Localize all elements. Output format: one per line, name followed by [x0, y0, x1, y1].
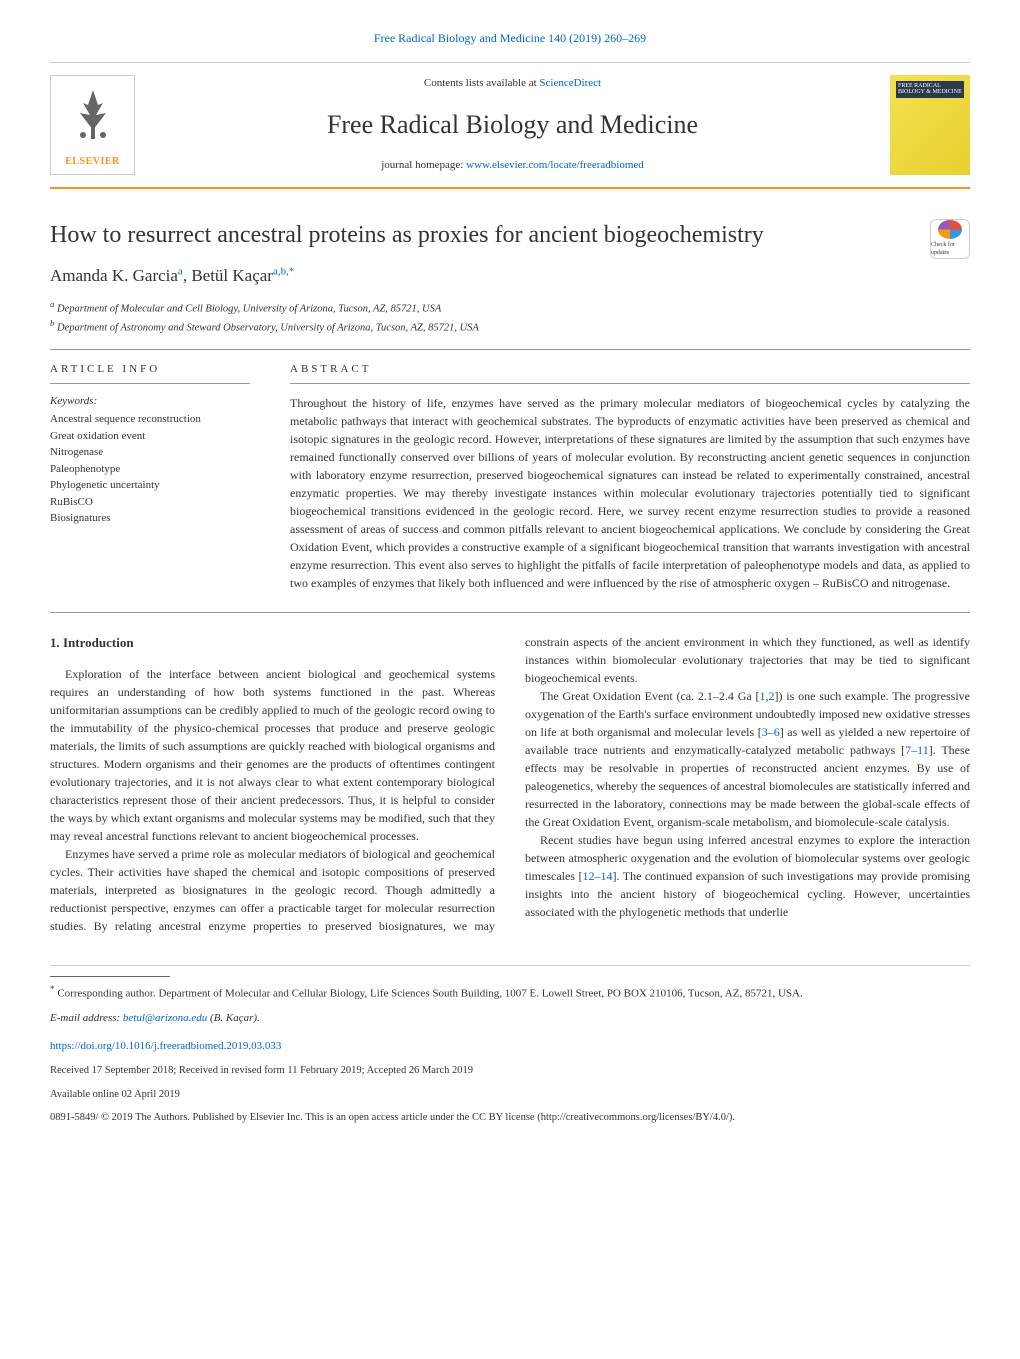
- journal-cover: FREE RADICAL BIOLOGY & MEDICINE: [890, 75, 970, 175]
- info-abstract-row: ARTICLE INFO Keywords: Ancestral sequenc…: [50, 362, 970, 592]
- ref-link[interactable]: 1: [760, 689, 766, 703]
- header-center: Contents lists available at ScienceDirec…: [135, 76, 890, 173]
- intro-heading: 1. Introduction: [50, 633, 495, 653]
- abstract-section: ABSTRACT Throughout the history of life,…: [290, 362, 970, 592]
- article-info-label: ARTICLE INFO: [50, 362, 250, 384]
- corresponding-star[interactable]: *: [289, 266, 295, 278]
- email-line: E-mail address: betul@arizona.edu (B. Ka…: [50, 1010, 970, 1027]
- journal-header: ELSEVIER Contents lists available at Sci…: [50, 62, 970, 189]
- abstract-label: ABSTRACT: [290, 362, 970, 384]
- elsevier-label: ELSEVIER: [65, 155, 120, 169]
- main-content: 1. Introduction Exploration of the inter…: [50, 633, 970, 935]
- cover-label: FREE RADICAL BIOLOGY & MEDICINE: [896, 81, 964, 98]
- keyword: Ancestral sequence reconstruction: [50, 411, 250, 428]
- affiliations: a Department of Molecular and Cell Biolo…: [50, 298, 970, 337]
- keyword: Phylogenetic uncertainty: [50, 477, 250, 494]
- homepage-link[interactable]: www.elsevier.com/locate/freeradbiomed: [466, 159, 644, 171]
- elsevier-logo: ELSEVIER: [50, 75, 135, 175]
- keywords-label: Keywords:: [50, 394, 250, 409]
- crossmark-icon: [938, 220, 962, 239]
- title-row: How to resurrect ancestral proteins as p…: [50, 219, 970, 253]
- journal-homepage: journal homepage: www.elsevier.com/locat…: [135, 158, 890, 173]
- received-dates: Received 17 September 2018; Received in …: [50, 1063, 970, 1079]
- email-link[interactable]: betul@arizona.edu: [123, 1012, 207, 1024]
- keyword: Great oxidation event: [50, 428, 250, 445]
- divider: [50, 612, 970, 613]
- top-citation: Free Radical Biology and Medicine 140 (2…: [50, 30, 970, 47]
- citation-link[interactable]: Free Radical Biology and Medicine 140 (2…: [374, 31, 646, 45]
- keyword: Biosignatures: [50, 510, 250, 527]
- author-affil-ab[interactable]: a,b,: [273, 266, 289, 278]
- article-title: How to resurrect ancestral proteins as p…: [50, 219, 970, 253]
- article-info: ARTICLE INFO Keywords: Ancestral sequenc…: [50, 362, 250, 592]
- keyword: Paleophenotype: [50, 461, 250, 478]
- keyword: RuBisCO: [50, 494, 250, 511]
- corresponding-author: * Corresponding author. Department of Mo…: [50, 983, 970, 1002]
- authors: Amanda K. Garciaa, Betül Kaçara,b,*: [50, 264, 970, 288]
- check-updates-label: Check for updates: [931, 241, 969, 258]
- copyright: 0891-5849/ © 2019 The Authors. Published…: [50, 1110, 970, 1126]
- journal-title: Free Radical Biology and Medicine: [135, 107, 890, 143]
- doi-link[interactable]: https://doi.org/10.1016/j.freeradbiomed.…: [50, 1040, 281, 1052]
- ref-link[interactable]: 3–6: [762, 725, 780, 739]
- divider: [50, 349, 970, 350]
- check-updates-badge[interactable]: Check for updates: [930, 219, 970, 259]
- intro-p3: The Great Oxidation Event (ca. 2.1–2.4 G…: [525, 687, 970, 831]
- abstract-text: Throughout the history of life, enzymes …: [290, 394, 970, 592]
- contents-text: Contents lists available at ScienceDirec…: [135, 76, 890, 91]
- footnote-divider: [50, 976, 170, 977]
- keyword: Nitrogenase: [50, 444, 250, 461]
- doi-block: https://doi.org/10.1016/j.freeradbiomed.…: [50, 1038, 970, 1055]
- available-date: Available online 02 April 2019: [50, 1087, 970, 1103]
- footer: * Corresponding author. Department of Mo…: [50, 965, 970, 1127]
- intro-p1: Exploration of the interface between anc…: [50, 665, 495, 845]
- intro-p4: Recent studies have begun using inferred…: [525, 831, 970, 921]
- elsevier-tree-icon: [68, 76, 118, 155]
- ref-link[interactable]: 7–11: [905, 743, 929, 757]
- ref-link[interactable]: 12–14: [582, 869, 612, 883]
- sciencedirect-link[interactable]: ScienceDirect: [539, 77, 601, 89]
